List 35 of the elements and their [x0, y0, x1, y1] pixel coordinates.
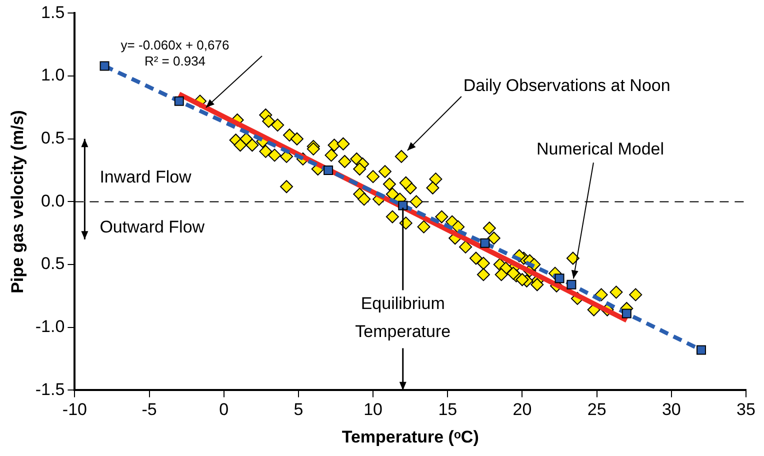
y-tick-label: 0.0 — [41, 191, 65, 210]
x-tick-label: 0 — [219, 400, 229, 420]
y-axis-title: Pipe gas velocity (m/s) — [8, 110, 27, 294]
y-tick-label: -1.5 — [35, 380, 65, 399]
x-tick-label: 15 — [438, 400, 458, 420]
annotation: R² = 0.934 — [144, 54, 206, 69]
y-tick-label: 0.5 — [41, 254, 65, 274]
annotation: y= -0.060x + 0,676 — [120, 38, 230, 53]
annotation: Inward Flow — [100, 167, 192, 186]
x-tick-label: 10 — [364, 400, 383, 420]
annotation: Daily Observations at Noon — [463, 76, 670, 96]
annotation: Numerical Model — [536, 139, 664, 158]
x-axis-title: Temperature (ᵒC) — [342, 427, 479, 446]
x-tick-label: 25 — [587, 400, 606, 420]
y-tick-label: 1.5 — [41, 2, 65, 22]
point — [100, 61, 110, 71]
y-tick-label: 0.5 — [41, 128, 65, 148]
annotation: Equilibrium Temperature — [355, 294, 451, 341]
point — [566, 280, 576, 290]
y-tick-label: -1.0 — [35, 317, 65, 336]
point — [696, 345, 706, 355]
point — [554, 274, 564, 284]
y-tick-label: 1.0 — [41, 66, 65, 85]
point — [174, 96, 184, 106]
x-tick-label: 35 — [736, 400, 756, 420]
x-tick-label: -5 — [142, 400, 157, 420]
x-tick-label: 30 — [662, 400, 681, 420]
annotation: Outward Flow — [100, 217, 206, 236]
x-tick-label: -10 — [62, 400, 87, 420]
x-tick-label: 20 — [512, 400, 532, 420]
x-tick-label: 5 — [294, 400, 304, 420]
point — [622, 308, 632, 318]
point — [324, 166, 334, 176]
point — [480, 238, 490, 248]
point — [398, 200, 408, 210]
